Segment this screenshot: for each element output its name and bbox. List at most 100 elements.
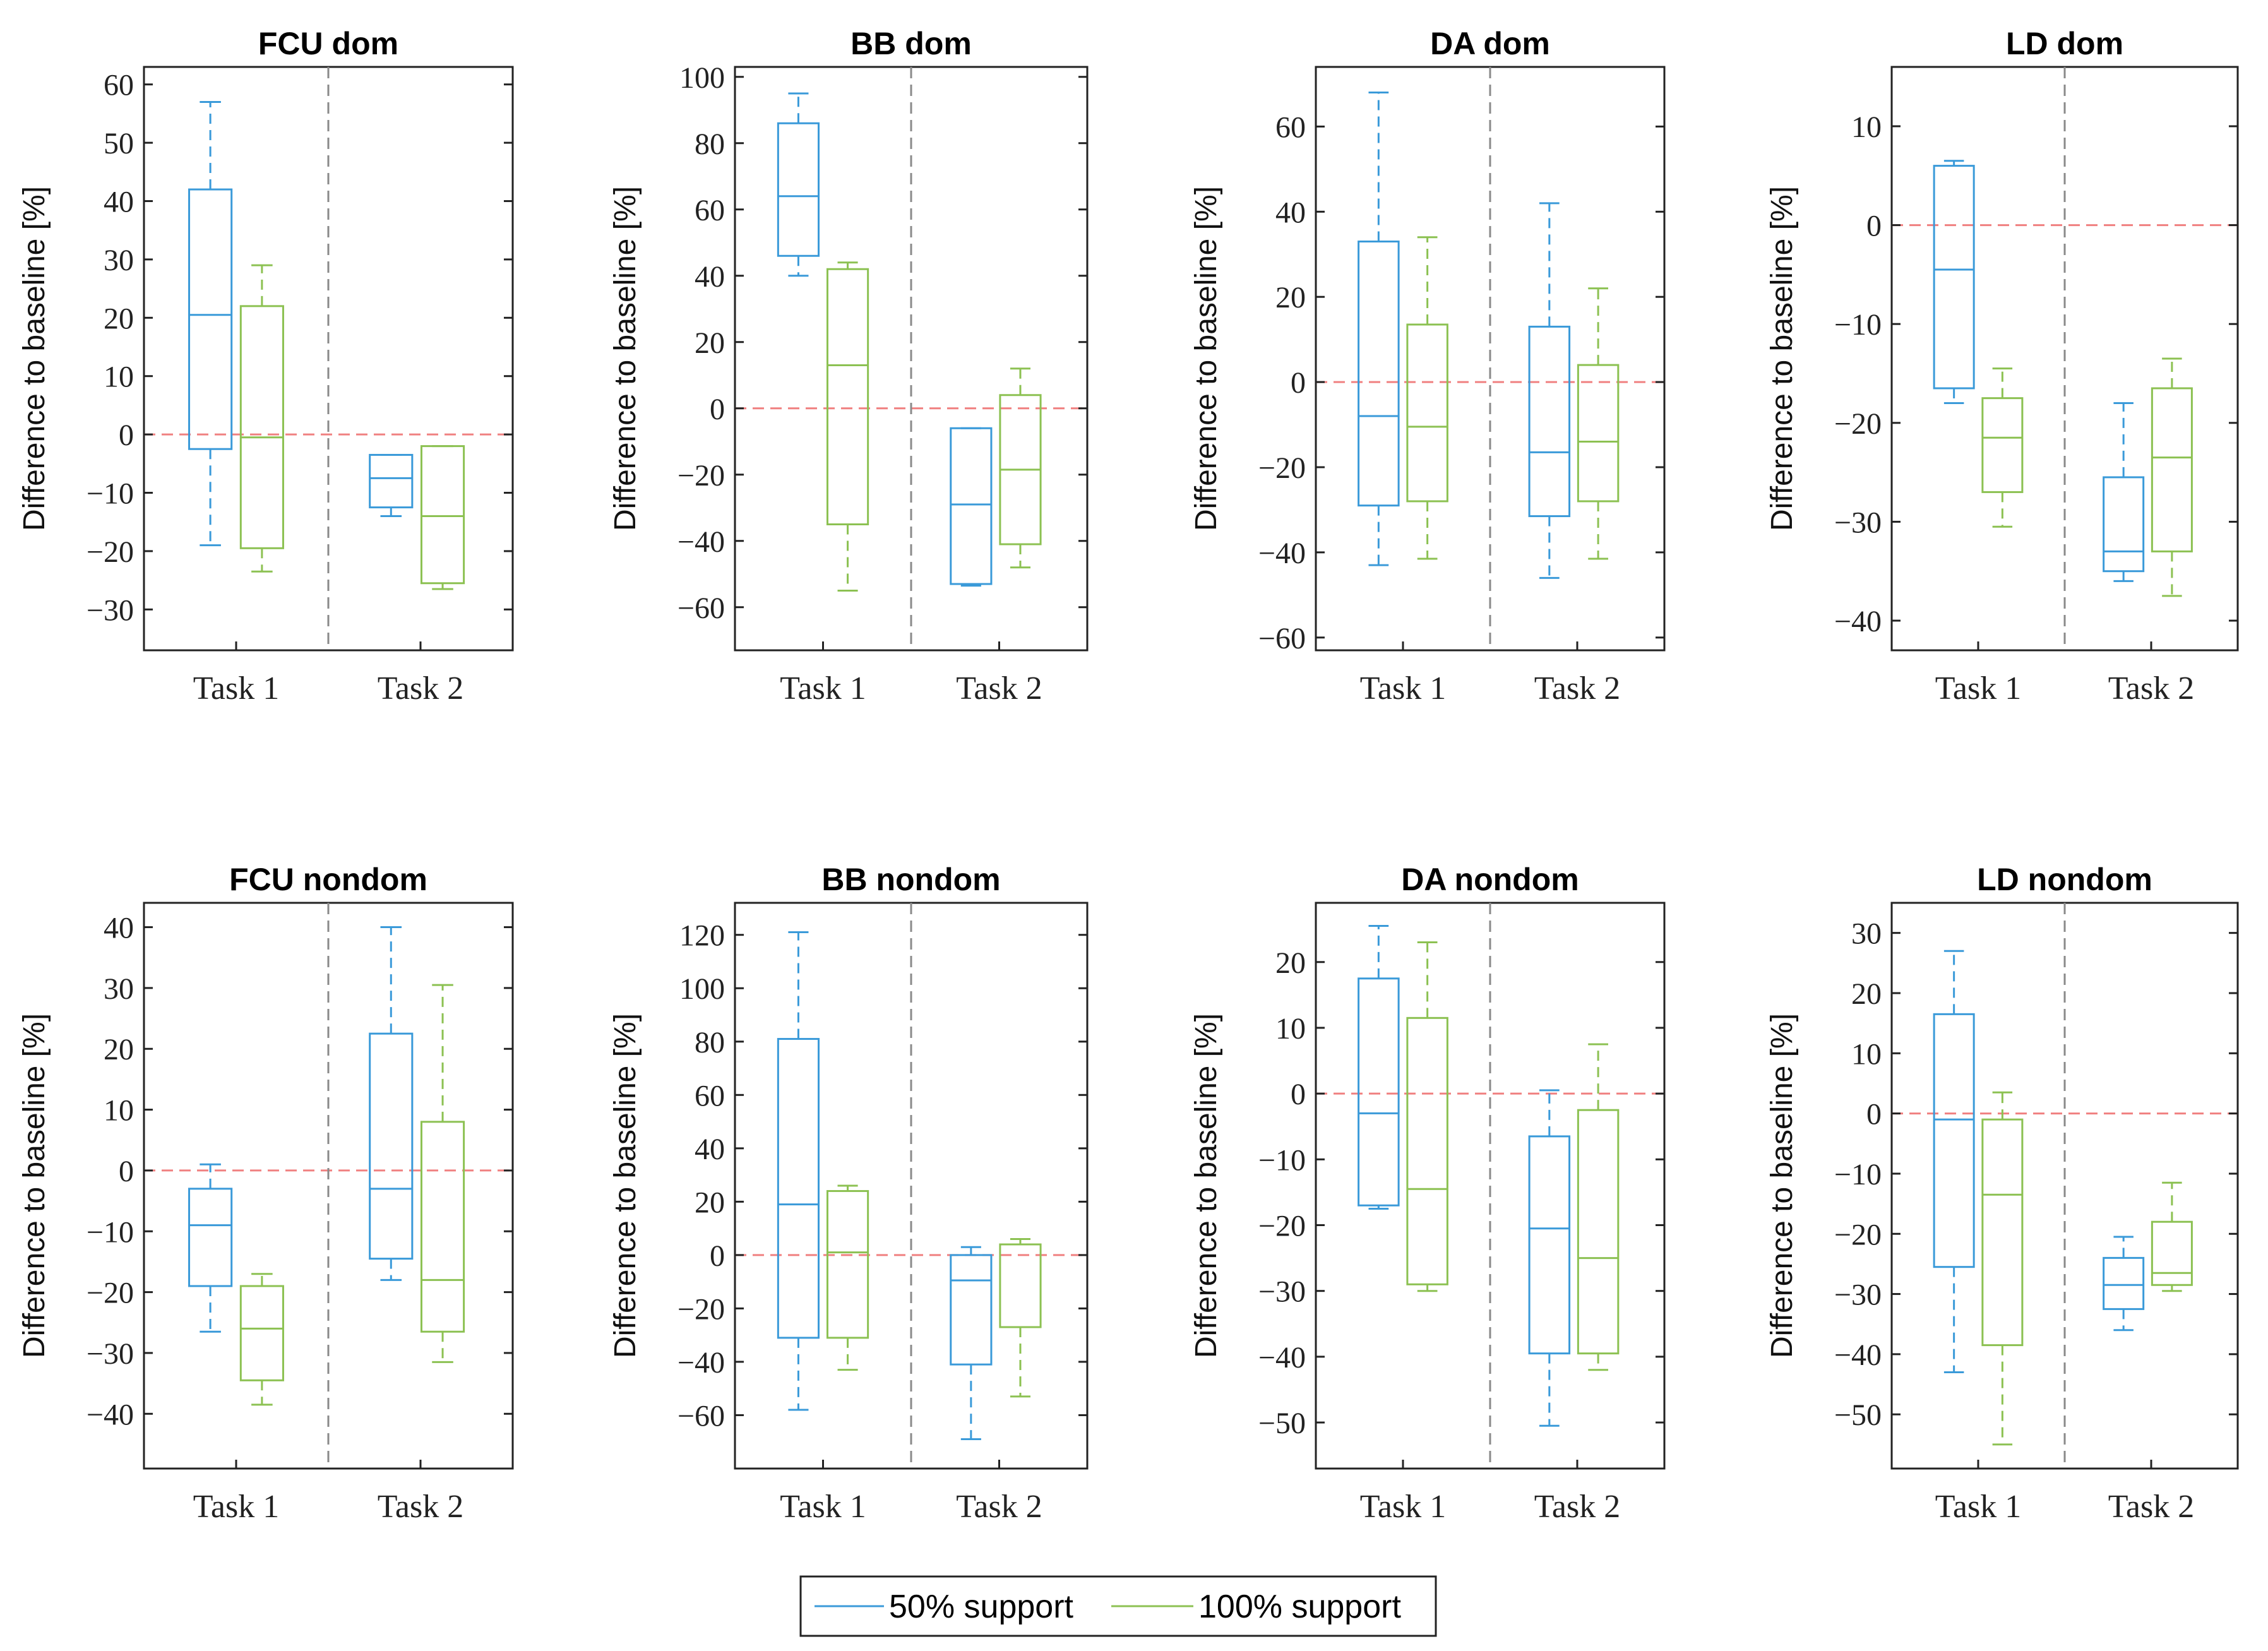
y-tick-label: −40: [1834, 1338, 1882, 1372]
y-tick-label: −30: [87, 593, 134, 627]
box-100-support-task-2: [420, 445, 465, 590]
box-50-support-task-2: [369, 453, 414, 517]
box-50-support-task-2: [950, 1246, 993, 1441]
y-tick-label: 40: [695, 260, 725, 294]
x-tick-label: Task 1: [1360, 671, 1446, 706]
box-50-support-task-1: [188, 100, 233, 547]
box-iqr: [826, 268, 869, 525]
y-tick-label: −20: [1258, 451, 1306, 485]
y-tick-label: −50: [1258, 1407, 1306, 1440]
box-iqr: [777, 1038, 820, 1339]
box-iqr: [420, 445, 465, 585]
box-iqr: [1981, 1118, 2024, 1347]
y-tick-label: 60: [695, 194, 725, 227]
box-100-support-task-1: [1981, 1091, 2024, 1446]
box-50-support-task-1: [188, 1163, 233, 1333]
box-100-support-task-1: [239, 264, 284, 573]
y-tick-label: −10: [1834, 308, 1882, 342]
y-tick-label: 60: [1275, 110, 1306, 144]
panel-title: BB dom: [850, 26, 972, 61]
panel-bb-nondom: −60 −40 −20 0 20 40 60 80 100 120 Task 1 Task 2 BB n…: [609, 862, 1089, 1525]
y-tick-label: −20: [1834, 407, 1882, 441]
box-100-support-task-1: [1406, 941, 1448, 1292]
y-tick-label: −40: [677, 1346, 725, 1380]
panel-bb-dom: −60 −40 −20 0 20 40 60 80 100 Task 1 Task 2 BB dom D…: [609, 26, 1089, 706]
y-tick-label: 10: [104, 361, 134, 394]
x-tick-label: Task 1: [1935, 1489, 2021, 1525]
y-tick-label: 0: [119, 419, 134, 452]
x-tick-label: Task 2: [1534, 671, 1620, 706]
y-tick-label: −40: [1258, 1341, 1306, 1374]
box-iqr: [369, 453, 414, 509]
legend-label-50-support: 50% support: [889, 1588, 1074, 1625]
y-axis-label: Difference to baseline [%]: [609, 1013, 642, 1358]
box-iqr: [2103, 476, 2145, 573]
panel-title: LD nondom: [1977, 862, 2152, 897]
y-tick-label: −20: [1258, 1210, 1306, 1243]
y-tick-label: 10: [104, 1094, 134, 1128]
box-iqr: [188, 1188, 233, 1287]
box-50-support-task-2: [1528, 1089, 1571, 1427]
y-axis-label: Difference to baseline [%]: [1190, 1013, 1223, 1358]
x-tick-label: Task 1: [1360, 1489, 1446, 1525]
panel-ld-dom: −40 −30 −20 −10 0 10 Task 1 Task 2 LD dom Differe…: [1765, 26, 2239, 706]
y-tick-label: 20: [695, 326, 725, 360]
box-100-support-task-1: [826, 1184, 869, 1371]
box-100-support-task-1: [1981, 367, 2024, 528]
box-iqr: [950, 427, 993, 585]
x-tick-label: Task 2: [956, 671, 1042, 706]
y-tick-label: 0: [710, 393, 725, 426]
y-tick-label: −10: [87, 1215, 134, 1249]
box-iqr: [1577, 1109, 1620, 1355]
box-50-support-task-1: [777, 931, 820, 1411]
y-tick-label: 10: [1275, 1012, 1306, 1046]
legend-label-100-support: 100% support: [1198, 1588, 1401, 1625]
panels: −30 −20 −10 0 10 20 30 40 50 60 Task 1 Task 2 FCU do…: [18, 26, 2239, 1525]
box-iqr: [777, 122, 820, 257]
x-tick-label: Task 2: [378, 1489, 463, 1525]
panel-fcu-dom: −30 −20 −10 0 10 20 30 40 50 60 Task 1 Task 2 FCU do…: [18, 26, 514, 706]
box-iqr: [1528, 1135, 1571, 1355]
box-100-support-task-2: [999, 1238, 1042, 1398]
y-tick-label: 20: [104, 302, 134, 335]
y-tick-label: 0: [1291, 1078, 1306, 1111]
panel-title: DA nondom: [1401, 862, 1579, 897]
y-tick-label: 30: [1851, 917, 1882, 951]
y-axis-label: Difference to baseline [%]: [609, 186, 642, 531]
y-tick-label: −60: [677, 1399, 725, 1433]
y-tick-label: −40: [87, 1398, 134, 1431]
box-100-support-task-2: [420, 984, 465, 1363]
box-iqr: [1933, 1013, 1975, 1268]
x-tick-label: Task 2: [378, 671, 463, 706]
box-iqr: [1358, 241, 1400, 507]
y-tick-label: −50: [1834, 1398, 1882, 1432]
panel-title: BB nondom: [821, 862, 1000, 897]
box-iqr: [1981, 397, 2024, 493]
box-50-support-task-1: [777, 92, 820, 277]
box-100-support-task-2: [1577, 287, 1620, 560]
panel-title: LD dom: [2006, 26, 2123, 61]
y-tick-label: 30: [104, 244, 134, 277]
y-tick-label: −10: [87, 477, 134, 511]
panel-title: DA dom: [1430, 26, 1550, 61]
x-tick-label: Task 2: [2108, 671, 2194, 706]
box-iqr: [2151, 1220, 2193, 1286]
x-tick-label: Task 2: [956, 1489, 1042, 1525]
y-tick-label: 20: [1275, 946, 1306, 980]
box-iqr: [1577, 364, 1620, 503]
y-tick-label: 20: [695, 1186, 725, 1219]
y-tick-label: 40: [695, 1133, 725, 1166]
y-axis-label: Difference to baseline [%]: [18, 1013, 51, 1358]
y-tick-label: −10: [1258, 1143, 1306, 1177]
box-50-support-task-1: [1933, 950, 1975, 1373]
box-100-support-task-1: [239, 1273, 284, 1406]
box-50-support-task-2: [369, 926, 414, 1281]
y-tick-label: 80: [695, 128, 725, 161]
box-iqr: [239, 305, 284, 549]
y-tick-label: 20: [104, 1033, 134, 1066]
panel-da-dom: −60 −40 −20 0 20 40 60 Task 1 Task 2 DA dom Differ…: [1190, 26, 1666, 706]
box-50-support-task-1: [1933, 160, 1975, 404]
box-iqr: [2103, 1256, 2145, 1310]
y-tick-label: −20: [87, 535, 134, 569]
